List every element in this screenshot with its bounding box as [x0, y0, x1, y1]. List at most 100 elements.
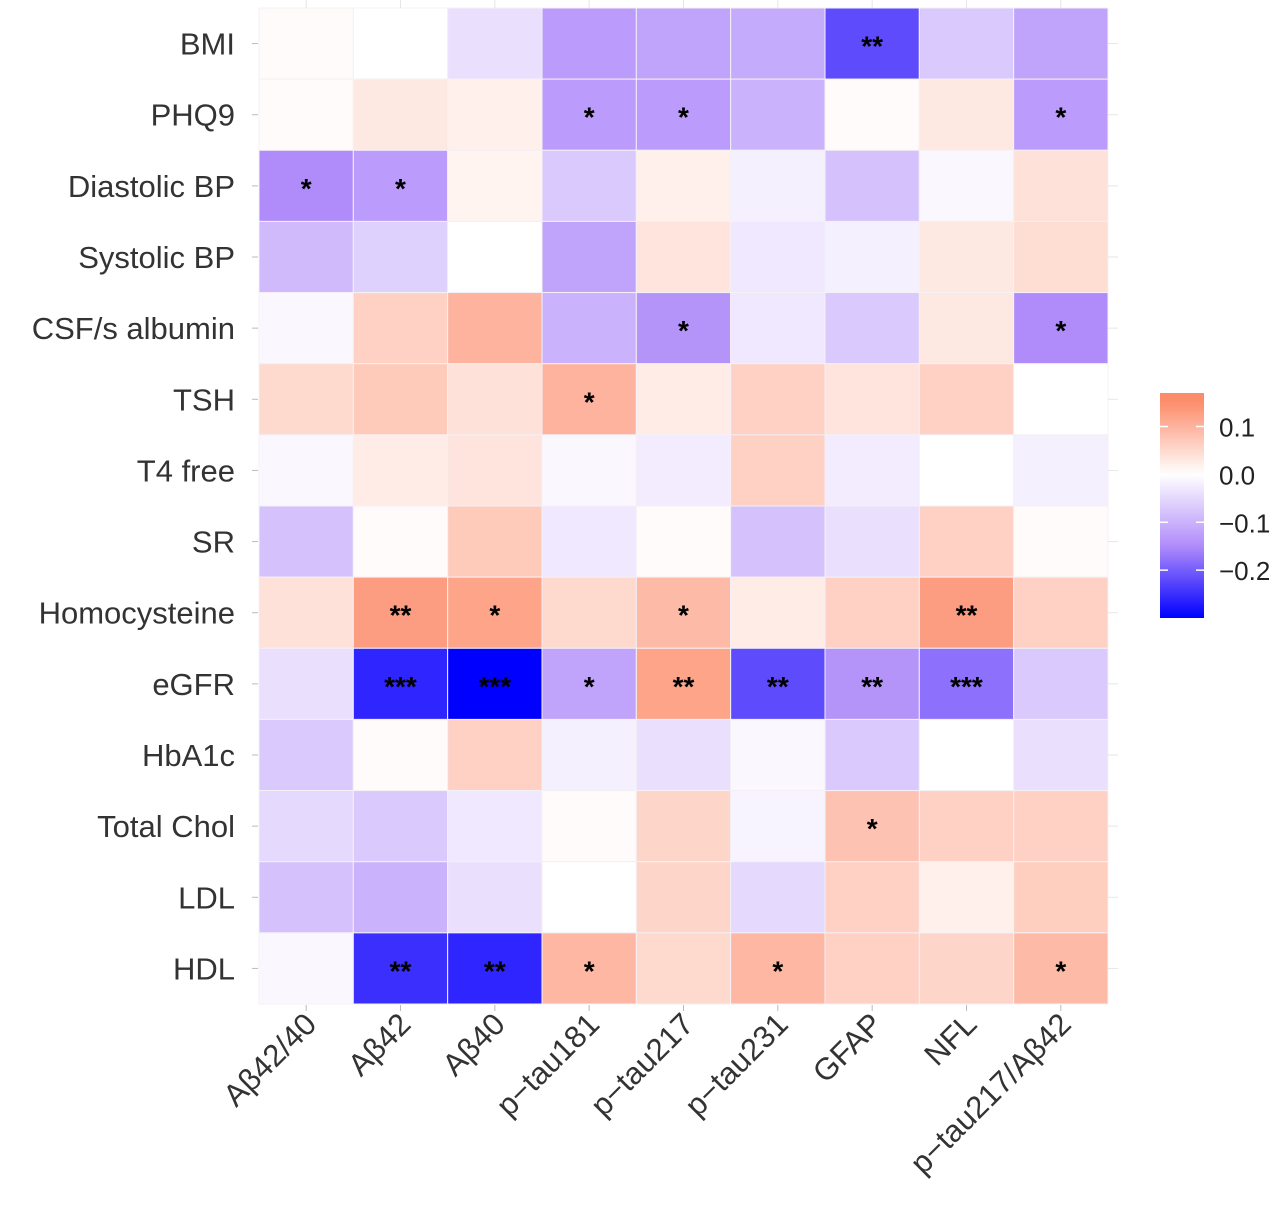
heatmap-cell [918, 718, 1015, 792]
heatmap-cell [352, 932, 449, 1005]
heatmap-cell [1013, 363, 1109, 436]
heatmap-cell [635, 434, 732, 507]
y-tick-label: HDL [173, 951, 235, 986]
heatmap-cell [1013, 434, 1109, 507]
heatmap-cell [824, 718, 920, 792]
y-tick-label: SR [192, 525, 235, 560]
heatmap-cell [1013, 505, 1109, 578]
heatmap-cell [1013, 790, 1109, 863]
significance-label: *** [478, 671, 511, 702]
x-tick-label: Aβ40 [435, 1006, 511, 1082]
heatmap-cell [824, 861, 920, 934]
heatmap-cell [918, 292, 1015, 365]
heatmap-cell [918, 576, 1015, 649]
legend-tick-label: −0.1 [1219, 508, 1270, 538]
significance-label: * [1055, 102, 1066, 133]
heatmap-cell [258, 718, 354, 792]
heatmap-cell [918, 647, 1015, 720]
heatmap-cell [258, 292, 354, 365]
significance-markers: *** * ** ** **** * * ***** *** * ** ** ** ****** ** * * * [301, 31, 1067, 987]
heatmap-cell [635, 647, 732, 720]
heatmap-cell [918, 434, 1015, 507]
y-tick-label: PHQ9 [151, 98, 235, 133]
significance-label: * [772, 955, 783, 986]
heatmap-cell [541, 505, 637, 578]
y-axis: BMI PHQ9 Diastolic BP Systolic BP CSF/s albu… [32, 27, 1118, 986]
y-tick-label: eGFR [152, 667, 235, 702]
x-tick-label: Aβ42 [341, 1006, 417, 1082]
heatmap-cell [541, 78, 637, 151]
significance-label: * [678, 600, 689, 631]
heatmap-cell [541, 434, 637, 507]
heatmap-cell [1013, 78, 1109, 151]
legend-tick-label: 0.1 [1219, 413, 1255, 443]
heatmap-cell [824, 576, 920, 649]
significance-label: ** [861, 671, 883, 702]
heatmap-cell [1013, 718, 1109, 792]
significance-label: * [489, 600, 500, 631]
heatmap-cell [918, 220, 1015, 294]
heatmap-cell [918, 932, 1015, 1005]
significance-label: ** [956, 600, 978, 631]
heatmap-cell [352, 790, 449, 863]
heatmap-cell [730, 861, 826, 934]
significance-label: * [584, 671, 595, 702]
heatmap-cell [258, 7, 354, 80]
heatmap-cell [824, 790, 920, 863]
heatmap-cell [258, 861, 354, 934]
heatmap-cell [635, 576, 732, 649]
legend-ticks: 0.1 0.0 −0.1 −0.2 [1160, 413, 1270, 586]
heatmap-cell [447, 149, 543, 222]
heatmap-cell [730, 363, 826, 436]
heatmap-cell [635, 7, 732, 80]
legend-tick-label: 0.0 [1219, 460, 1255, 490]
heatmap-cell [447, 7, 543, 80]
significance-label: ** [484, 955, 506, 986]
heatmap-cell [541, 149, 637, 222]
heatmap-cell [258, 78, 354, 151]
heatmap-cell [824, 7, 920, 80]
heatmap-cell [635, 78, 732, 151]
heatmap-cell [1013, 576, 1109, 649]
heatmap-cell [635, 932, 732, 1005]
heatmap-cell [447, 718, 543, 792]
heatmap-cell [258, 576, 354, 649]
x-tick-label: GFAP [806, 1006, 889, 1089]
significance-label: * [678, 315, 689, 346]
heatmap-cell [541, 790, 637, 863]
x-tick-label: p−tau231 [678, 1006, 795, 1123]
heatmap-cell [918, 861, 1015, 934]
heatmap-cell [1013, 220, 1109, 294]
heatmap-cell [635, 790, 732, 863]
heatmap-cell [730, 718, 826, 792]
significance-label: ** [673, 671, 695, 702]
significance-label: * [1055, 955, 1066, 986]
y-tick-label: Homocysteine [39, 596, 235, 631]
heatmap-cell [447, 78, 543, 151]
heatmap-cell [447, 220, 543, 294]
x-tick-label: p−tau181 [489, 1006, 606, 1123]
heatmap-cell [352, 363, 449, 436]
heatmap-cell [447, 363, 543, 436]
y-tick-label: CSF/s albumin [32, 311, 235, 346]
heatmap-cell [447, 292, 543, 365]
legend-color-bar [1160, 393, 1204, 618]
heatmap-cell [541, 718, 637, 792]
heatmap-cell [730, 149, 826, 222]
heatmap-cell [352, 292, 449, 365]
heatmap-cell [352, 647, 449, 720]
x-tick-label: p−tau217/Aβ42 [903, 1006, 1077, 1180]
heatmap-cell [258, 220, 354, 294]
heatmap-cell [730, 434, 826, 507]
y-tick-label: Systolic BP [78, 240, 235, 275]
heatmap-cell [918, 363, 1015, 436]
heatmap-cell [1013, 647, 1109, 720]
heatmap-cell [258, 434, 354, 507]
heatmap-cell [352, 576, 449, 649]
significance-label: * [584, 386, 595, 417]
heatmap-cell [352, 149, 449, 222]
heatmap-cell [1013, 149, 1109, 222]
heatmap-cell [541, 647, 637, 720]
heatmap-cell [447, 790, 543, 863]
